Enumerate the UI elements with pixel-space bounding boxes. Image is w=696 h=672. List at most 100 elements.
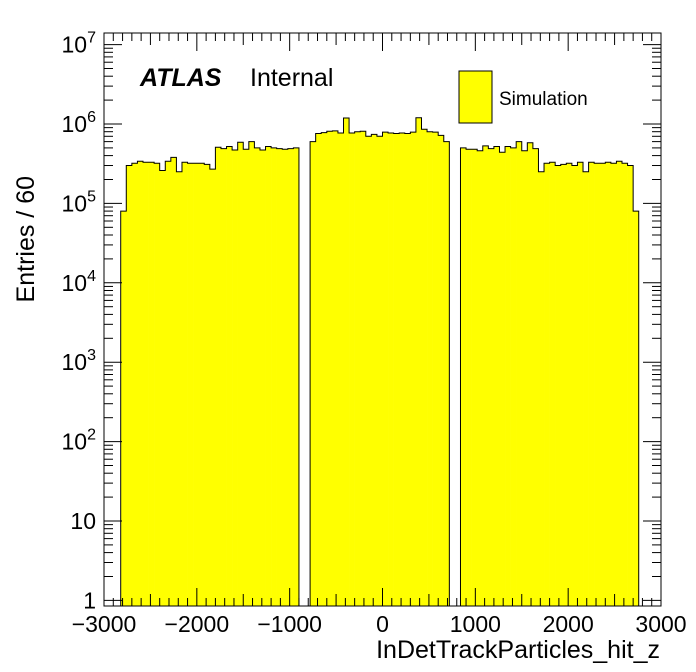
histogram-bin: [633, 211, 640, 606]
histogram-bin: [471, 149, 478, 606]
histogram-bin: [126, 165, 133, 607]
histogram-bin: [594, 163, 601, 607]
histogram-bin: [137, 161, 144, 606]
atlas-label: ATLAS: [139, 64, 222, 92]
histogram-outline: [120, 117, 640, 606]
histogram-bin: [421, 129, 428, 606]
histogram-bin: [181, 162, 188, 606]
histogram-bin: [187, 163, 194, 607]
histogram-bin: [248, 141, 255, 606]
histogram-bin: [599, 163, 606, 607]
histogram-bin: [493, 146, 500, 606]
histogram-bin: [516, 141, 523, 606]
y-tick-label: 10: [70, 508, 96, 534]
y-tick-label: 103: [62, 347, 97, 375]
histogram-bin: [287, 148, 294, 606]
y-tick-label: 1: [83, 587, 96, 613]
histogram-bin: [209, 169, 216, 606]
histogram-bin: [427, 131, 433, 607]
histogram-bin: [360, 131, 367, 606]
histogram-bin: [332, 130, 339, 606]
histogram-bin: [193, 163, 199, 607]
x-axis-label: InDetTrackParticles_hit_z: [376, 636, 660, 664]
histogram-bin: [399, 133, 406, 606]
histogram-bin: [148, 162, 155, 606]
histogram-bin: [265, 146, 272, 606]
histogram-bin: [315, 133, 322, 607]
histogram-bin: [499, 152, 506, 606]
plot-frame: [103, 32, 662, 607]
histogram-bin: [321, 132, 328, 606]
histogram-bin: [404, 133, 411, 607]
histogram-bin: [549, 162, 556, 606]
histogram-bin: [510, 147, 517, 606]
x-tick-label: 2000: [543, 611, 594, 637]
histogram-bin: [460, 147, 467, 606]
x-tick-label: 1000: [450, 611, 501, 637]
histogram-bin: [349, 133, 355, 606]
histogram-bin: [527, 142, 534, 606]
histogram-bin: [432, 132, 439, 606]
histogram-bin: [259, 150, 266, 606]
y-axis-label: Entries / 60: [12, 176, 40, 302]
histogram-bin: [544, 163, 550, 607]
histogram-bin: [583, 171, 589, 606]
histogram-bin: [226, 146, 233, 606]
histogram-bin: [154, 163, 160, 607]
histogram-bin: [466, 149, 472, 606]
x-tick-label: 0: [376, 611, 389, 637]
histogram-bin: [538, 171, 545, 606]
histogram-bin: [232, 150, 238, 606]
histogram-bin: [159, 170, 166, 606]
histogram-bin: [443, 141, 450, 606]
y-tick-label: 104: [62, 268, 97, 296]
histogram-bin: [142, 162, 149, 606]
y-tick-label: 106: [62, 109, 97, 137]
histogram-bin: [622, 163, 628, 607]
histogram-bin: [254, 147, 261, 606]
histogram-bin: [337, 133, 344, 606]
histogram-bin: [505, 146, 511, 606]
histogram-bin: [521, 150, 528, 607]
histogram-bin: [532, 148, 539, 606]
histogram-bin: [198, 163, 205, 607]
histogram-bin: [131, 163, 138, 607]
histogram-bin: [376, 136, 383, 606]
histogram-bin: [204, 164, 211, 607]
histogram-bin: [488, 148, 495, 606]
histogram-bin: [120, 211, 127, 606]
histogram-bin: [571, 165, 578, 607]
x-tick-label: −1000: [257, 611, 322, 637]
histogram-bin: [616, 161, 623, 606]
histogram-bin: [276, 148, 283, 606]
histogram-bin: [343, 118, 350, 606]
histogram-bin: [326, 131, 333, 606]
histogram-bin: [176, 171, 183, 606]
histogram-bin: [237, 142, 244, 607]
histogram-bin: [577, 162, 584, 606]
y-tick-label: 107: [62, 30, 97, 58]
histogram-bin: [310, 141, 316, 606]
histogram-bin: [555, 165, 562, 607]
internal-label: Internal: [250, 64, 333, 92]
legend-label: Simulation: [499, 89, 588, 110]
histogram-bin: [215, 147, 222, 606]
histogram-bin: [566, 163, 573, 607]
histogram-bin: [415, 117, 422, 606]
histogram-bin: [627, 165, 634, 607]
y-tick-labels: 1 10 102 103 104 105 106 107: [62, 30, 97, 614]
histogram-bin: [165, 161, 172, 606]
histogram-bin: [220, 148, 227, 606]
histogram-bin: [382, 132, 389, 606]
x-tick-labels: −3000 −2000 −1000 0 1000 2000 3000: [72, 611, 687, 637]
histogram-bin: [271, 147, 277, 606]
histogram-bin: [393, 133, 400, 607]
histogram-bin: [482, 145, 489, 606]
histogram-bin: [293, 147, 300, 606]
x-tick-label: 3000: [635, 611, 686, 637]
histogram-bin: [365, 136, 372, 606]
histogram-bin: [243, 149, 250, 606]
histogram-bin: [170, 157, 177, 607]
y-tick-label: 105: [62, 188, 97, 216]
